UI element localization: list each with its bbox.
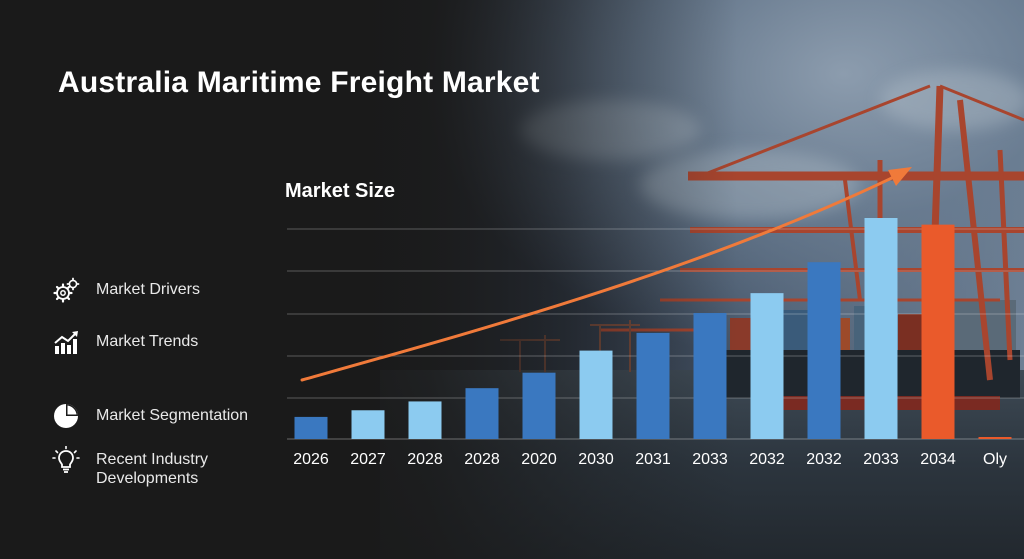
bar-1 bbox=[351, 410, 385, 439]
chart-title: Market Size bbox=[285, 180, 396, 202]
page-title: Australia Maritime Freight Market bbox=[58, 66, 540, 99]
menu-item-label: Market Trends bbox=[96, 333, 199, 350]
menu-item-market-drivers[interactable]: Market Drivers bbox=[52, 276, 200, 304]
trend-arrow-line bbox=[300, 174, 898, 382]
x-tick-label: 2026 bbox=[293, 451, 329, 468]
bar-9 bbox=[807, 262, 841, 439]
menu-item-recent-developments[interactable]: Recent Industry Developments bbox=[52, 446, 208, 488]
x-tick-label: 2027 bbox=[350, 451, 386, 468]
x-tick-label: 2033 bbox=[692, 451, 728, 468]
bar-4 bbox=[522, 372, 556, 439]
bar-2 bbox=[408, 401, 442, 439]
menu-item-label: Market Drivers bbox=[96, 281, 201, 298]
bar-0 bbox=[294, 416, 328, 439]
x-tick-label: 2028 bbox=[407, 451, 443, 468]
x-tick-label: 2030 bbox=[578, 451, 614, 468]
chart-bars bbox=[294, 218, 1012, 439]
x-tick-label: 2033 bbox=[863, 451, 899, 468]
x-tick-label: 2028 bbox=[464, 451, 500, 468]
bar-10 bbox=[864, 218, 898, 439]
bar-7 bbox=[693, 313, 727, 439]
trend-arrow-head bbox=[888, 167, 912, 186]
bar-3 bbox=[465, 388, 499, 439]
bar-6 bbox=[636, 332, 670, 439]
x-tick-label: 2032 bbox=[806, 451, 842, 468]
bar-8 bbox=[750, 293, 784, 439]
x-tick-label: 2034 bbox=[920, 451, 956, 468]
menu-item-label: Recent Industry Developments bbox=[96, 450, 208, 488]
bar-12 bbox=[978, 437, 1012, 439]
chart-x-tick-labels: 2026 2027 2028 2028 2020 2030 2031 2033 2032 2032… bbox=[293, 451, 1007, 468]
bar-11 bbox=[921, 224, 955, 439]
menu-item-market-segmentation[interactable]: Market Segmentation bbox=[52, 402, 248, 430]
x-tick-label: Oly bbox=[983, 451, 1007, 468]
trend-chart-icon bbox=[54, 331, 78, 354]
x-tick-label: 2020 bbox=[521, 451, 557, 468]
gears-icon bbox=[53, 277, 80, 303]
x-tick-label: 2031 bbox=[635, 451, 671, 468]
menu-item-market-trends[interactable]: Market Trends bbox=[52, 328, 198, 356]
bar-5 bbox=[579, 350, 613, 439]
menu-item-label-line1: Recent Industry bbox=[96, 451, 209, 468]
x-tick-label: 2032 bbox=[749, 451, 785, 468]
menu-item-label: Market Segmentation bbox=[96, 407, 249, 424]
menu-item-label-line2: Developments bbox=[96, 470, 199, 487]
lightbulb-icon bbox=[52, 446, 80, 473]
pie-chart-icon bbox=[54, 404, 78, 428]
trend-arrow bbox=[300, 167, 912, 382]
